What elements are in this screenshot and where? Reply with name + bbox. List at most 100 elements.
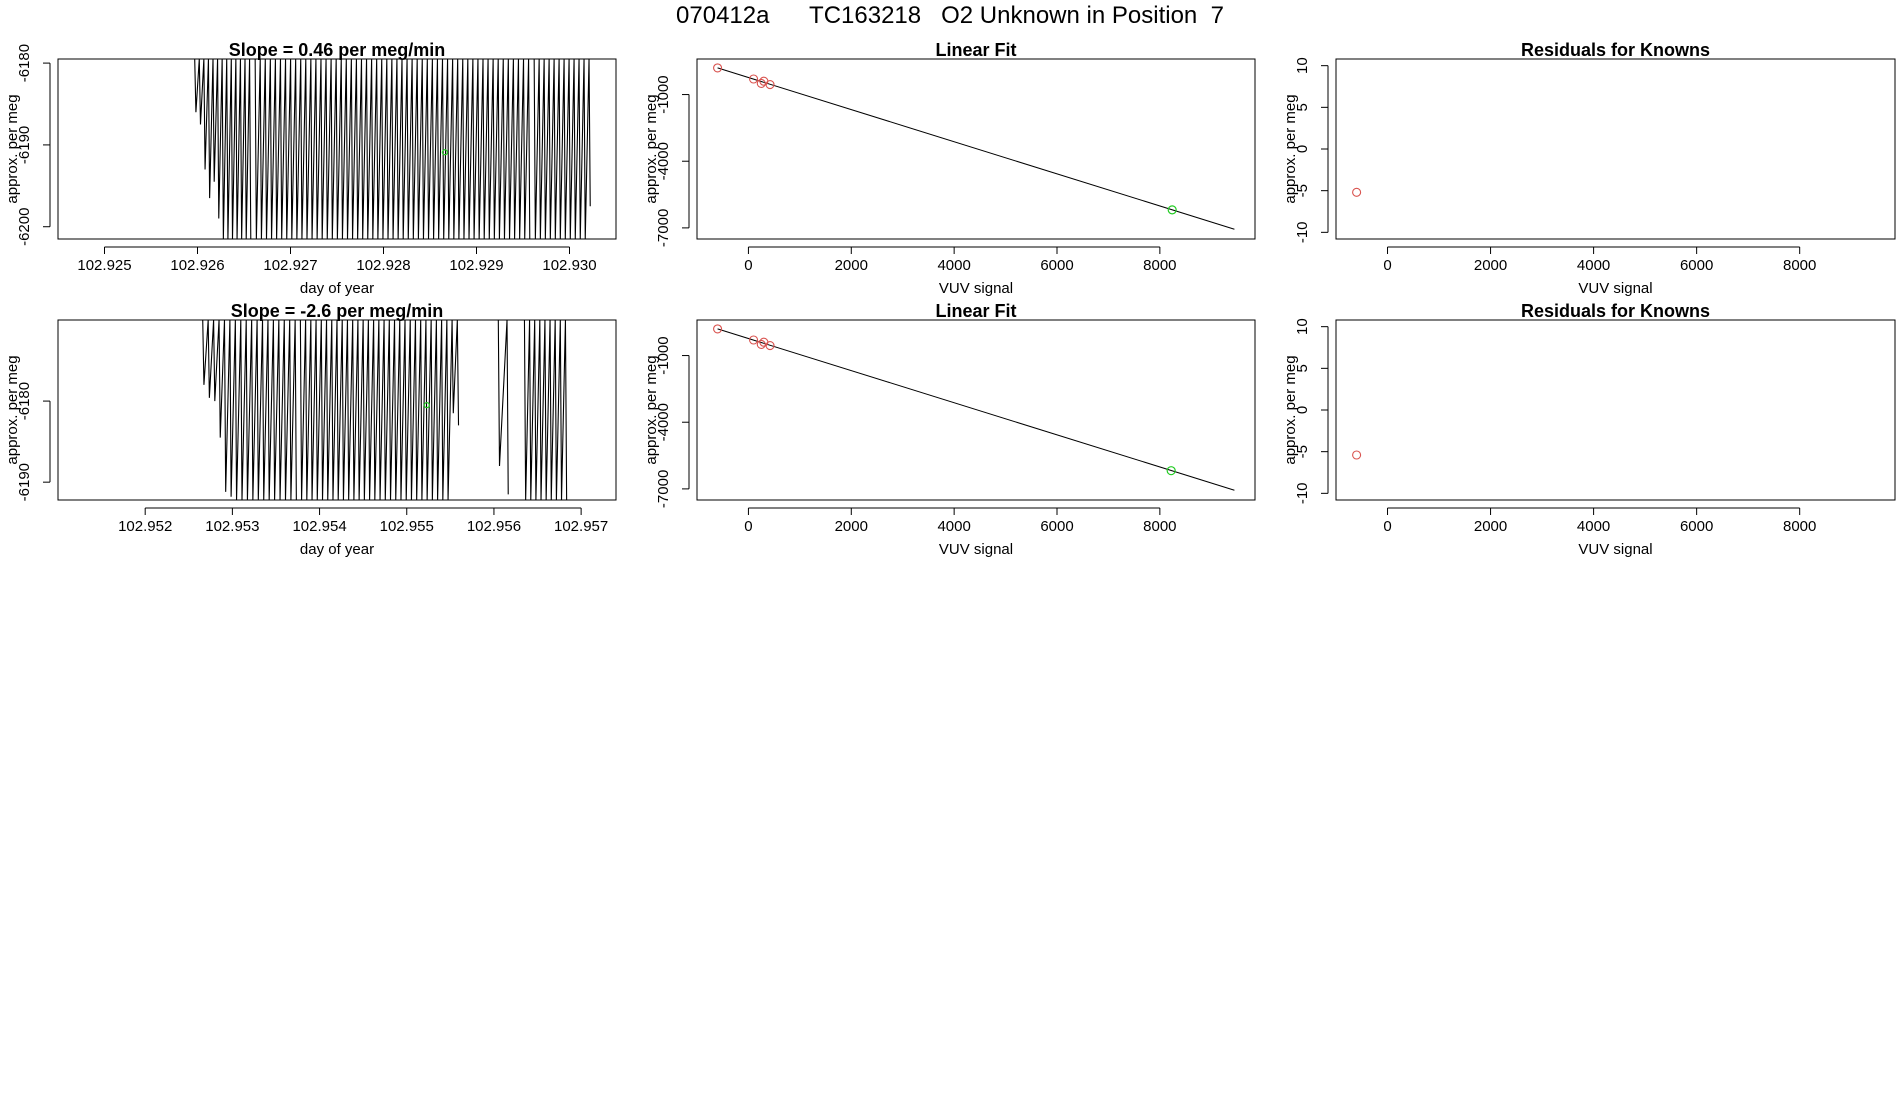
x-tick-label: 0 [1383, 257, 1391, 274]
y-tick-label: -6190 [16, 463, 33, 501]
plot-area [713, 63, 1235, 230]
y-tick-label: 5 [1294, 364, 1311, 372]
x-tick-label: 102.955 [380, 518, 434, 535]
y-tick-label: -1000 [655, 75, 672, 113]
y-tick-label: 10 [1294, 57, 1311, 74]
x-tick-label: 8000 [1783, 257, 1816, 274]
known-point [749, 74, 759, 84]
unknown-point [1166, 466, 1176, 476]
y-tick-label: -5 [1294, 184, 1311, 197]
series-line-segment-c [533, 59, 591, 239]
y-axis-label: approx. per meg [1282, 355, 1299, 464]
y-tick-label: -4000 [655, 142, 672, 180]
plot-frame [696, 58, 1256, 240]
known-point [713, 324, 723, 334]
x-tick-label: 102.930 [542, 257, 596, 274]
y-tick-label: -10 [1294, 221, 1311, 243]
x-tick-label: 102.953 [205, 518, 259, 535]
x-tick-label: 0 [744, 257, 752, 274]
chart-residuals-1: Residuals for Knowns 0 2000 4000 6000 8000 VUV… [1282, 40, 1896, 297]
x-axis-label: VUV signal [939, 280, 1013, 297]
chart-title: Slope = -2.6 per meg/min [231, 301, 444, 321]
chart-timeseries-2: Slope = -2.6 per meg/min 102.952 102.953 10… [4, 301, 617, 558]
fit-line [717, 328, 1235, 491]
x-tick-label: 8000 [1783, 518, 1816, 535]
chart-linear-fit-1: Linear Fit 0 2000 4000 6000 8000 VUV signal -10… [643, 40, 1256, 297]
plot-area [202, 320, 568, 500]
y-tick-label: -10 [1294, 482, 1311, 504]
y-axis-label: approx. per meg [4, 355, 21, 464]
plot-area [713, 324, 1235, 491]
known-point [756, 339, 766, 349]
y-tick-label: -5 [1294, 445, 1311, 458]
x-tick-label: 2000 [1474, 257, 1507, 274]
series-line-segment-a [194, 59, 252, 239]
plot-frame [1335, 58, 1896, 240]
x-tick-label: 4000 [1577, 257, 1610, 274]
x-axis-label: day of year [300, 541, 374, 558]
x-tick-label: 4000 [1577, 518, 1610, 535]
x-tick-label: 102.925 [77, 257, 131, 274]
y-tick-label: 5 [1294, 103, 1311, 111]
x-axis-label: VUV signal [1578, 541, 1652, 558]
plot-area [194, 59, 591, 239]
y-tick-label: -7000 [655, 470, 672, 508]
plot-area [1352, 450, 1362, 460]
x-tick-label: 102.929 [449, 257, 503, 274]
x-axis-label: VUV signal [939, 541, 1013, 558]
x-tick-label: 0 [744, 518, 752, 535]
x-tick-label: 102.927 [263, 257, 317, 274]
x-tick-label: 6000 [1040, 257, 1073, 274]
known-point [1352, 450, 1362, 460]
plot-area [1352, 187, 1362, 197]
chart-linear-fit-2: Linear Fit 0 2000 4000 6000 8000 VUV signal -10… [643, 301, 1256, 558]
x-tick-label: 4000 [937, 518, 970, 535]
y-tick-label: -4000 [655, 403, 672, 441]
x-tick-label: 102.956 [467, 518, 521, 535]
y-tick-label: 0 [1294, 145, 1311, 153]
y-axis-label: approx. per meg [643, 94, 660, 203]
known-point [713, 63, 723, 73]
chart-residuals-2: Residuals for Knowns 0 2000 4000 6000 8000 VUV… [1282, 301, 1896, 558]
unknown-point-marker [423, 402, 430, 409]
x-tick-label: 102.954 [292, 518, 346, 535]
y-axis-label: approx. per meg [643, 355, 660, 464]
x-tick-label: 6000 [1040, 518, 1073, 535]
y-tick-label: -6190 [16, 126, 33, 164]
fit-line [717, 67, 1235, 230]
y-tick-label: -7000 [655, 209, 672, 247]
chart-timeseries-1: Slope = 0.46 per meg/min 102.925 102.926 10… [4, 40, 617, 297]
series-line-segment-a [202, 320, 297, 500]
x-tick-label: 2000 [835, 518, 868, 535]
x-tick-label: 6000 [1680, 257, 1713, 274]
x-axis-label: day of year [300, 280, 374, 297]
chart-title: Residuals for Knowns [1521, 301, 1710, 321]
x-tick-label: 102.952 [118, 518, 172, 535]
known-point [756, 78, 766, 88]
x-tick-label: 6000 [1680, 518, 1713, 535]
y-tick-label: -1000 [655, 336, 672, 374]
plot-frame [696, 319, 1256, 501]
x-tick-label: 102.957 [554, 518, 608, 535]
x-tick-label: 2000 [835, 257, 868, 274]
page-title: 070412a TC163218 O2 Unknown in Position … [676, 2, 1224, 29]
series-line-segment-b [254, 59, 531, 239]
series-line-segment-d [523, 320, 568, 500]
known-point [765, 80, 775, 90]
y-tick-label: 0 [1294, 406, 1311, 414]
y-tick-label: 10 [1294, 318, 1311, 335]
x-tick-label: 0 [1383, 518, 1391, 535]
unknown-point [1167, 205, 1177, 215]
known-point [765, 341, 775, 351]
chart-title: Linear Fit [935, 40, 1016, 60]
series-line-segment-c [497, 320, 509, 495]
chart-title: Linear Fit [935, 301, 1016, 321]
y-tick-label: -6180 [16, 44, 33, 82]
y-tick-label: -6200 [16, 208, 33, 246]
plot-frame [1335, 319, 1896, 501]
known-point [1352, 187, 1362, 197]
x-tick-label: 102.928 [356, 257, 410, 274]
chart-title: Residuals for Knowns [1521, 40, 1710, 60]
chart-title: Slope = 0.46 per meg/min [229, 40, 446, 60]
